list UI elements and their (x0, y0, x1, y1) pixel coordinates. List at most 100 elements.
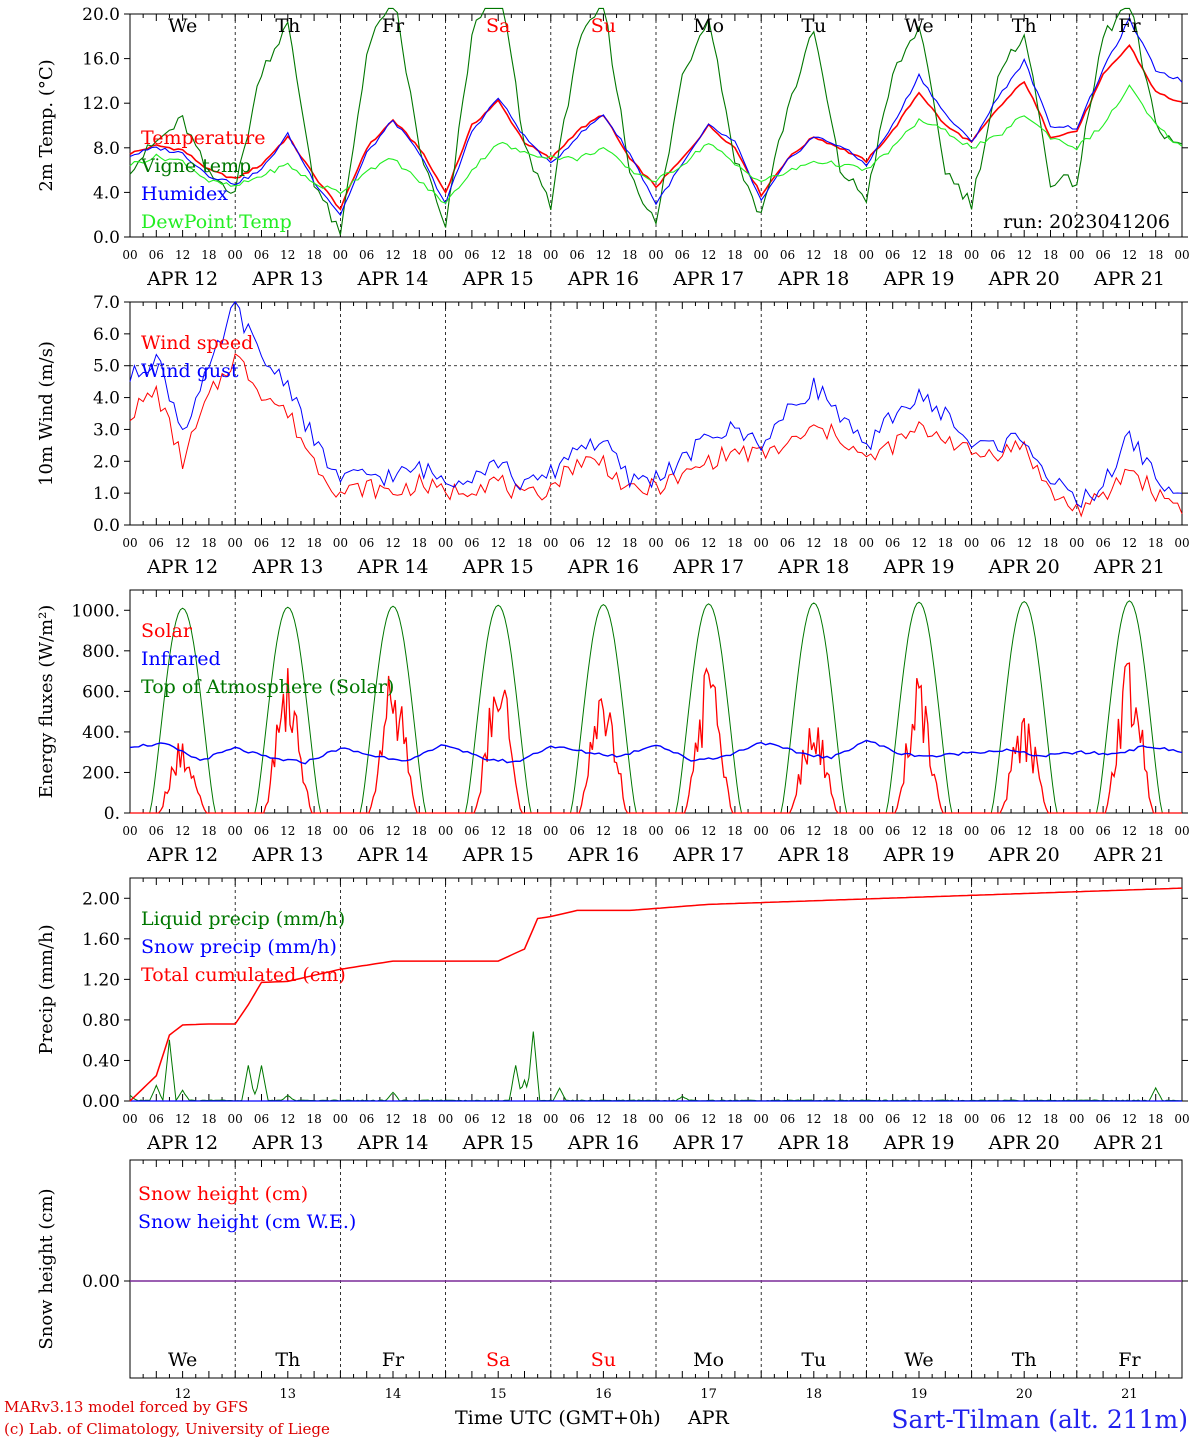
hour-tick-label: 18 (622, 824, 637, 838)
date-label: APR 15 (462, 556, 534, 578)
y-tick-label: 8.0 (93, 139, 120, 159)
date-label: APR 13 (251, 844, 323, 866)
hour-tick-label: 06 (780, 1112, 795, 1126)
panel-temp: 0.0 4.0 8.0 12.0 16.0 20.0 2m Temp. (°C) We Th Fr… (36, 5, 1190, 290)
legend-entry: Liquid precip (mm/h) (141, 908, 345, 930)
y-axis-label: 2m Temp. (°C) (36, 59, 57, 191)
date-label: APR 14 (356, 844, 428, 866)
hour-tick-label: 06 (149, 248, 164, 262)
hour-tick-label: 18 (1043, 1112, 1058, 1126)
y-tick-label: 2.00 (82, 889, 120, 909)
hour-tick-label: 00 (1069, 824, 1084, 838)
footer-station: Sart-Tilman (alt. 211m) (891, 1405, 1188, 1434)
y-tick-label: 12.0 (82, 94, 120, 114)
hour-tick-label: 12 (911, 536, 926, 550)
hour-tick-label: 18 (201, 536, 216, 550)
y-tick-label: 0.00 (82, 1272, 120, 1292)
hour-tick-label: 06 (569, 536, 584, 550)
panel-frame (129, 301, 1183, 526)
date-label: APR 12 (146, 556, 218, 578)
date-label: APR 15 (462, 1132, 534, 1154)
hour-tick-label: 12 (911, 824, 926, 838)
hour-tick-label: 18 (832, 1112, 847, 1126)
hour-tick-label: 06 (885, 1112, 900, 1126)
legend-entry: DewPoint Temp (141, 211, 292, 233)
hour-tick-label: 00 (859, 824, 874, 838)
hour-tick-label: 00 (228, 248, 243, 262)
hour-tick-label: 18 (622, 1112, 637, 1126)
y-tick-label: 200. (82, 763, 120, 783)
hour-tick-label: 12 (701, 1112, 716, 1126)
hour-tick-label: 06 (464, 536, 479, 550)
date-label: APR 18 (777, 268, 849, 290)
hour-tick-label: 18 (517, 824, 532, 838)
hour-tick-label: 18 (1148, 536, 1163, 550)
hour-tick-label: 00 (438, 536, 453, 550)
date-label: APR 16 (567, 268, 639, 290)
hour-tick-label: 12 (491, 248, 506, 262)
hour-tick-label: 18 (306, 536, 321, 550)
date-label: APR 21 (1093, 1132, 1165, 1154)
hour-tick-label: 18 (622, 248, 637, 262)
run-annotation: run: 2023041206 (1003, 211, 1170, 233)
hour-tick-label: 18 (1043, 824, 1058, 838)
hour-tick-label: 12 (385, 1112, 400, 1126)
footer-model: MARv3.13 model forced by GFS (4, 1398, 248, 1416)
hour-tick-label: 00 (543, 824, 558, 838)
hour-tick-label: 12 (806, 248, 821, 262)
date-label: APR 21 (1093, 268, 1165, 290)
hour-tick-label: 00 (1174, 1112, 1189, 1126)
hour-tick-label: 18 (201, 248, 216, 262)
hour-tick-label: 06 (569, 824, 584, 838)
hour-tick-label: 00 (333, 248, 348, 262)
hour-tick-label: 18 (201, 1112, 216, 1126)
hour-tick-label: 12 (596, 248, 611, 262)
series-infrared (129, 739, 1183, 765)
y-axis-label: 10m Wind (m/s) (36, 341, 57, 486)
y-tick-label: 1000. (71, 601, 120, 621)
hour-tick-label: 18 (727, 1112, 742, 1126)
hour-tick-label: 18 (412, 536, 427, 550)
hour-tick-label: 06 (1095, 824, 1110, 838)
day-name: We (168, 15, 197, 37)
hour-tick-label: 06 (990, 536, 1005, 550)
hour-tick-label: 00 (648, 824, 663, 838)
date-label: APR 20 (988, 268, 1060, 290)
y-tick-label: 4.0 (93, 183, 120, 203)
hour-tick-label: 00 (1174, 536, 1189, 550)
hour-tick-label: 06 (780, 248, 795, 262)
footer-month: APR (687, 1407, 730, 1429)
day-name: Mo (693, 15, 724, 37)
hour-tick-label: 18 (938, 1112, 953, 1126)
series-solar (130, 662, 1182, 814)
hour-tick-label: 18 (1148, 824, 1163, 838)
date-label: APR 21 (1093, 844, 1165, 866)
date-label: APR 13 (251, 556, 323, 578)
y-tick-label: 800. (82, 642, 120, 662)
hour-tick-label: 06 (149, 1112, 164, 1126)
y-tick-label: 6.0 (93, 325, 120, 345)
series-vigne-temp (129, 7, 1183, 236)
hour-tick-label: 00 (754, 248, 769, 262)
hour-tick-label: 12 (175, 248, 190, 262)
y-tick-label: 600. (82, 682, 120, 702)
hour-tick-label: 12 (1122, 1112, 1137, 1126)
hour-tick-label: 18 (832, 536, 847, 550)
hour-tick-label: 06 (675, 536, 690, 550)
hour-tick-label: 00 (754, 536, 769, 550)
hour-tick-label: 00 (228, 824, 243, 838)
series-humidex (129, 16, 1183, 217)
hour-tick-label: 12 (385, 248, 400, 262)
hour-tick-label: 00 (122, 248, 137, 262)
hour-tick-label: 00 (964, 248, 979, 262)
date-label: APR 12 (146, 1132, 218, 1154)
series-temperature (129, 43, 1183, 211)
hour-tick-label: 12 (596, 824, 611, 838)
day-name: Tu (801, 15, 826, 37)
date-label: APR 14 (356, 1132, 428, 1154)
date-label: APR 17 (672, 844, 744, 866)
hour-tick-label: 12 (385, 536, 400, 550)
hour-tick-label: 06 (569, 248, 584, 262)
y-axis-label: Energy fluxes (W/m²) (36, 605, 57, 799)
